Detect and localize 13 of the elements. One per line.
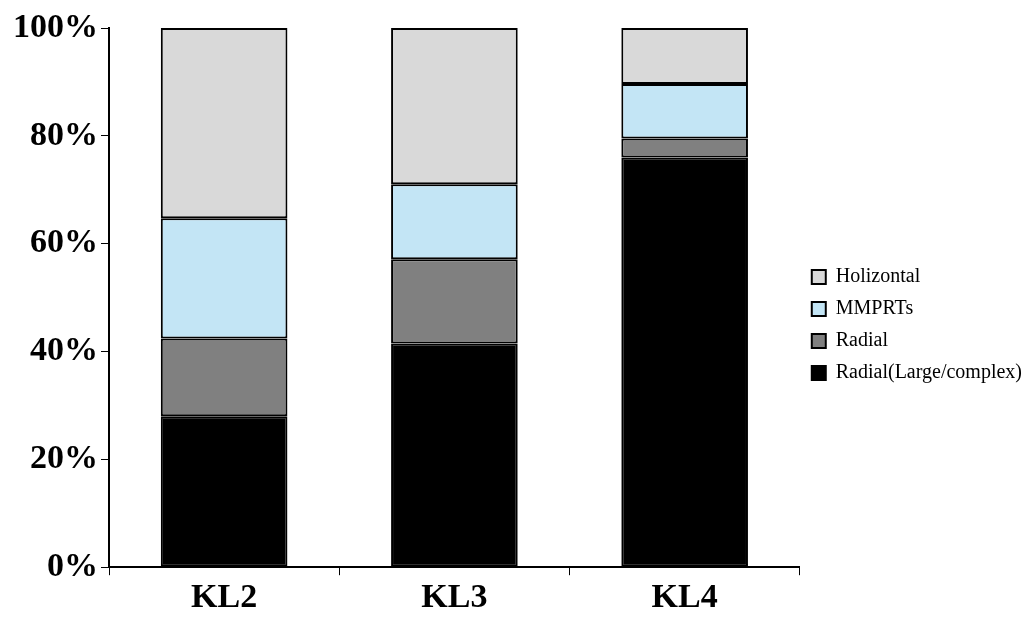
legend-label: MMPRTs (835, 296, 914, 319)
x-tick-label: KL4 (651, 577, 718, 615)
legend-label: Radial(Large/complex) (835, 360, 1023, 384)
y-tick-label: 0% (47, 545, 98, 583)
y-tick-label: 100% (13, 6, 98, 44)
legend-label: Holizontal (835, 264, 921, 287)
legend-label: Radial (835, 328, 889, 351)
y-tick-label: 40% (30, 330, 98, 368)
x-tick-label: KL3 (421, 577, 488, 615)
y-tick-label: 60% (30, 222, 98, 260)
y-tick-label: 20% (30, 438, 98, 476)
x-tick-label: KL2 (191, 577, 258, 615)
y-tick-label: 80% (30, 114, 98, 152)
